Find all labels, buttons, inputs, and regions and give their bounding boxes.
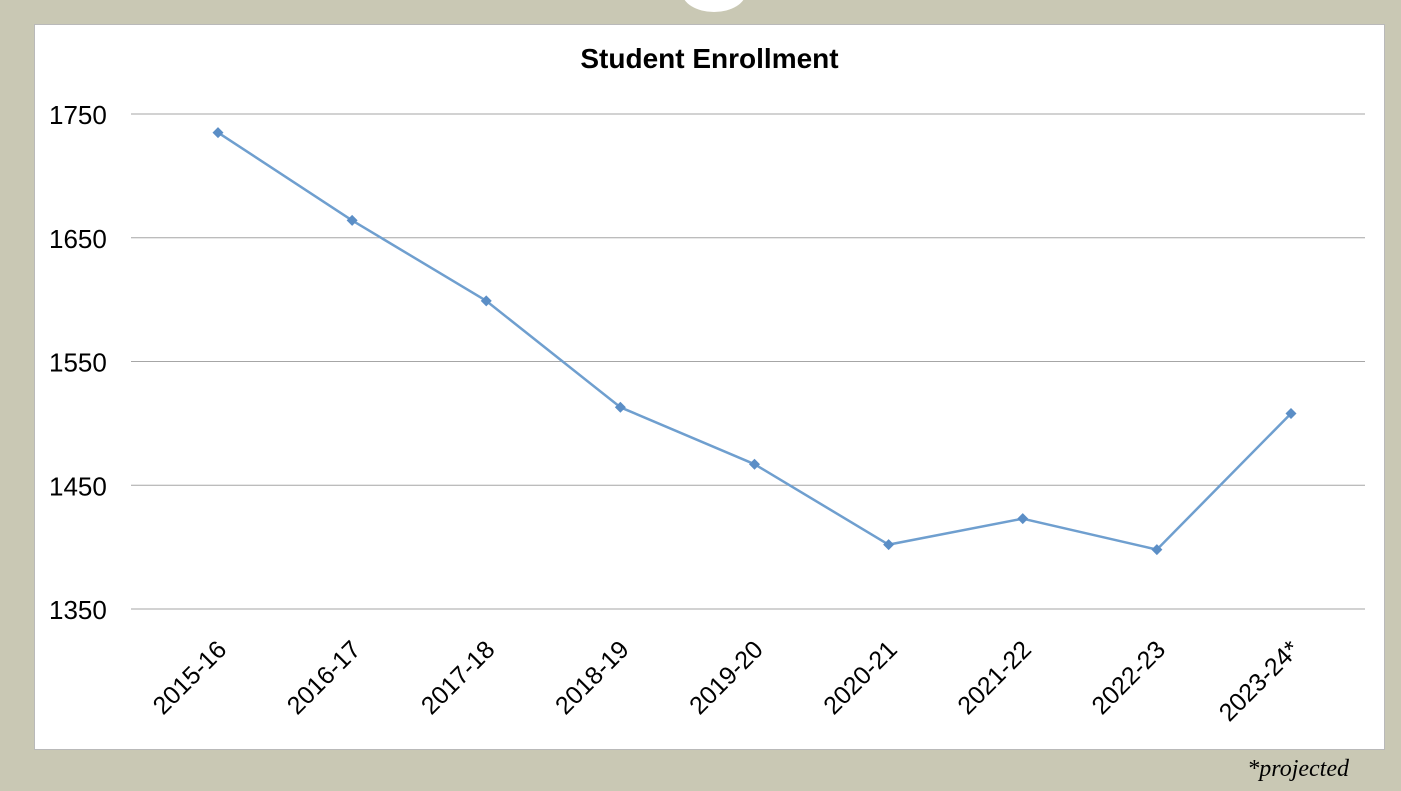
x-tick-label: 2017-18 [416,635,501,720]
y-tick-label: 1350 [49,595,107,625]
data-point [749,458,760,470]
x-tick-label: 2015-16 [148,635,233,720]
chart-title: Student Enrollment [580,43,839,74]
projected-footnote: *projected [1247,756,1349,782]
y-tick-label: 1450 [49,471,107,501]
data-point [346,214,358,226]
x-tick-label: 2022-23 [1086,635,1171,720]
x-tick-label: 2021-22 [952,635,1037,720]
data-point [480,295,492,307]
top-notch-decoration [682,0,746,12]
data-point [212,127,224,139]
x-tick-label: 2016-17 [282,635,367,720]
x-tick-label: 2018-19 [550,635,635,720]
y-tick-label: 1550 [49,348,107,378]
y-tick-label: 1650 [49,224,107,254]
x-tick-label: 2023-24* [1214,635,1306,727]
data-point [1017,513,1029,525]
x-tick-label: 2020-21 [818,635,903,720]
chart-card: Student Enrollment 1350 1450 1550 1650 1750 2… [34,24,1385,750]
data-point [614,401,626,413]
series-line [217,131,1292,551]
data-point [1151,544,1163,556]
y-tick-label: 1750 [49,100,107,130]
data-point [883,539,895,551]
x-tick-label: 2019-20 [684,635,769,720]
data-point [1285,407,1297,419]
line-chart: 1350 1450 1550 1650 1750 2015-16 2016-17 2017-1… [49,100,1365,727]
